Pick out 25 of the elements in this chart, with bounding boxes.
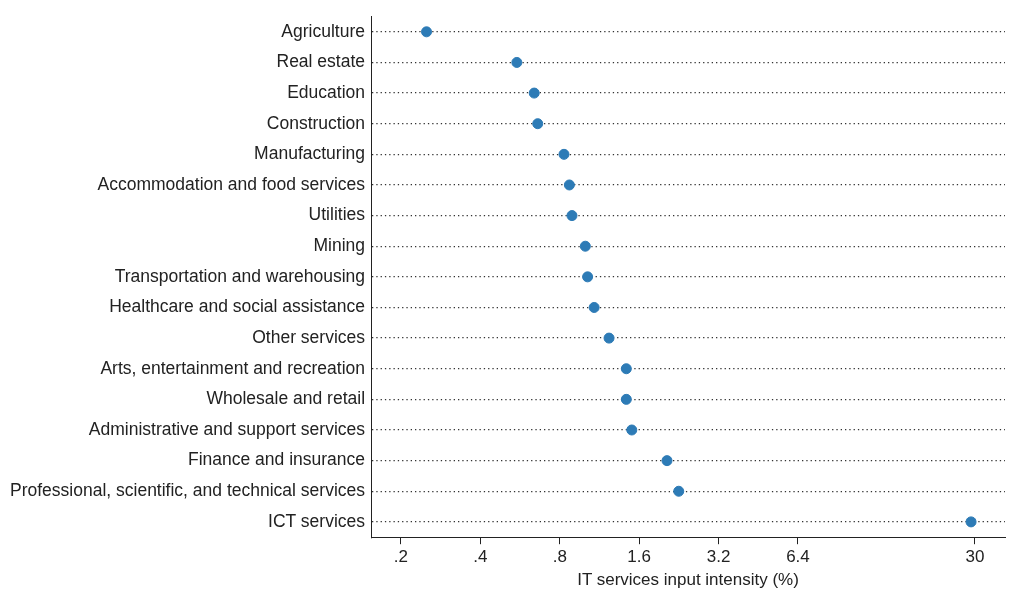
- y-tick-label: Mining: [313, 235, 366, 256]
- y-tick-label: Other services: [252, 326, 366, 347]
- y-tick-label: Arts, entertainment and recreation: [100, 357, 366, 378]
- x-tick-label: 6.4: [786, 547, 810, 567]
- y-tick-label: Transportation and warehousing: [114, 265, 366, 286]
- y-tick-label: Real estate: [276, 51, 366, 72]
- y-tick-label: Administrative and support services: [88, 418, 366, 439]
- y-tick-label: Finance and insurance: [187, 449, 366, 470]
- x-tick-label: .4: [473, 547, 488, 567]
- y-tick-label: ICT services: [268, 510, 366, 531]
- y-tick-label: Healthcare and social assistance: [109, 296, 366, 317]
- y-tick-label: Manufacturing: [254, 143, 366, 164]
- x-tick-label: 3.2: [706, 547, 731, 567]
- x-axis-title: IT services input intensity (%): [577, 570, 799, 590]
- y-tick-label: Professional, scientific, and technical services: [9, 480, 366, 501]
- x-tick-label: 1.6: [627, 547, 651, 567]
- x-tick-label: 30: [965, 547, 985, 567]
- y-tick-label: Construction: [266, 112, 366, 133]
- y-tick-label: Education: [287, 81, 366, 102]
- y-tick-label: Agriculture: [281, 20, 366, 41]
- y-tick-label: Utilities: [308, 204, 366, 225]
- y-tick-label: Accommodation and food services: [97, 173, 366, 194]
- y-tick-label: Wholesale and retail: [206, 388, 366, 409]
- x-tick-label: .8: [552, 547, 567, 567]
- x-tick-label: .2: [393, 547, 409, 567]
